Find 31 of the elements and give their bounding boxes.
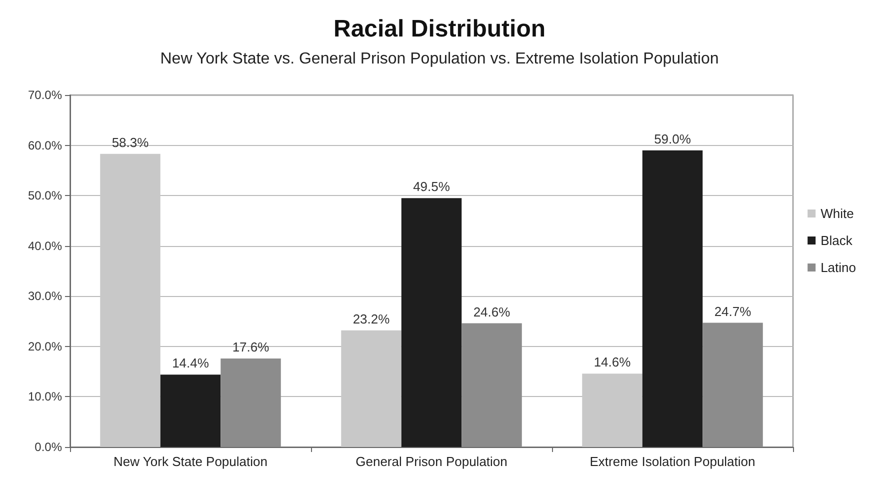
bar: [100, 154, 160, 447]
y-tick-label: 10.0%: [28, 390, 62, 404]
data-label: 23.2%: [352, 311, 390, 326]
bar: [160, 374, 221, 447]
x-tick-label: New York State Population: [114, 454, 268, 469]
chart-title: Racial Distribution: [333, 16, 546, 42]
y-tick-label: 50.0%: [28, 188, 62, 203]
y-tick-label: 70.0%: [28, 88, 62, 102]
data-label: 59.0%: [654, 131, 692, 146]
y-tick-label: 0.0%: [34, 440, 62, 454]
legend-label: Black: [820, 233, 853, 248]
data-label: 24.7%: [714, 304, 752, 319]
chart-subtitle: New York State vs. General Prison Population vs. Extreme Isolation Population: [160, 50, 719, 68]
x-tick-label: Extreme Isolation Population: [590, 454, 756, 469]
data-label: 14.4%: [172, 356, 210, 371]
y-tick-label: 60.0%: [28, 138, 62, 152]
legend-label: Latino: [820, 260, 856, 275]
y-tick-label: 30.0%: [28, 289, 62, 304]
data-label: 49.5%: [413, 179, 450, 194]
bar: [642, 150, 703, 447]
bar: [401, 198, 462, 447]
bar: [341, 330, 402, 447]
x-tick-label: General Prison Population: [356, 454, 508, 469]
bar: [582, 374, 642, 447]
legend-label: White: [820, 206, 854, 221]
data-label: 58.3%: [112, 134, 150, 150]
data-label: 24.6%: [473, 304, 511, 320]
data-label: 14.6%: [594, 354, 632, 370]
y-tick-label: 20.0%: [28, 339, 62, 354]
y-tick-label: 40.0%: [28, 238, 62, 253]
data-label: 17.6%: [232, 339, 270, 354]
